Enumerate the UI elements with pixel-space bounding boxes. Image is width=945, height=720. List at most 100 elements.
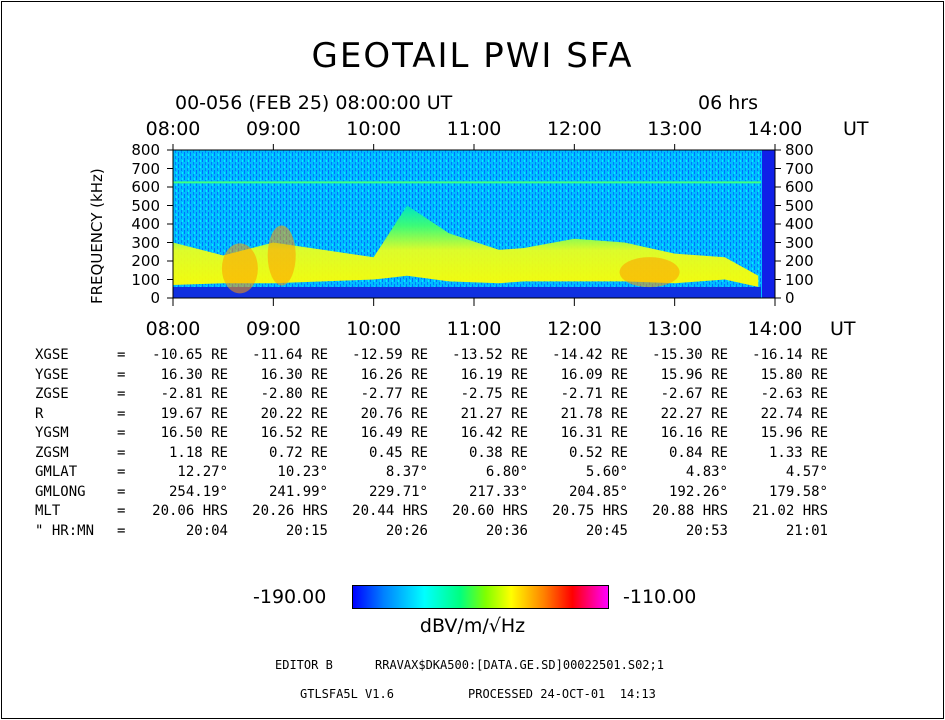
ephemeris-cell: 20:45 [585, 522, 628, 539]
ephemeris-cell: 4.57° [785, 464, 828, 480]
bottom-axis-unit: UT [830, 318, 856, 340]
ephemeris-cell: 16.52 RE [260, 425, 328, 441]
ephemeris-row-label: R [35, 405, 44, 422]
ephemeris-cell: 20.60 HRS [452, 503, 528, 519]
ephemeris-row-label: GMLAT [35, 464, 78, 480]
ephemeris-cell: 10.23° [277, 464, 328, 480]
ephemeris-cell: 0.72 RE [268, 444, 328, 461]
emission-hotspot [221, 243, 258, 294]
footer-path: RRAVAX$DKA500:[DATA.GE.SD]00022501.S02;1 [375, 658, 664, 672]
ephemeris-cell: 21.78 RE [560, 405, 628, 422]
ephemeris-cell: 0.45 RE [368, 444, 428, 461]
ephemeris-cell: 16.16 RE [660, 425, 728, 441]
ephemeris-cell: -2.63 RE [760, 386, 828, 402]
ephemeris-cell: 15.80 RE [760, 366, 828, 383]
right-frequency-tick-label: 500 [785, 196, 814, 215]
left-frequency-tick-label: 500 [131, 196, 160, 215]
ephemeris-cell: 21:01 [785, 522, 828, 539]
ephemeris-cell: 20.26 HRS [252, 503, 328, 519]
ephemeris-cell: 22.74 RE [760, 405, 828, 422]
right-frequency-tick-label: 200 [785, 252, 814, 270]
ephemeris-cell: 0.52 RE [568, 444, 628, 461]
ephemeris-cell: 229.71° [368, 483, 428, 500]
ephemeris-cell: -12.59 RE [352, 347, 428, 363]
ephemeris-cell: 20:26 [385, 522, 428, 539]
ephemeris-row-label: MLT [35, 503, 61, 519]
ephemeris-row-separator: = [117, 464, 126, 480]
footer-editor: EDITOR B [275, 658, 333, 672]
ephemeris-cell: 1.18 RE [168, 444, 228, 461]
bottom-time-tick-label: 10:00 [346, 318, 402, 340]
bottom-time-tick-label: 14:00 [747, 318, 803, 340]
ephemeris-row-label: GMLONG [35, 483, 86, 500]
ephemeris-cell: 217.33° [468, 483, 528, 500]
ephemeris-cell: 20:36 [485, 522, 528, 539]
ephemeris-cell: 20.44 HRS [352, 503, 428, 519]
emission-band [173, 205, 759, 287]
ephemeris-cell: 204.85° [568, 483, 628, 500]
right-frequency-tick-label: 600 [785, 178, 814, 196]
right-frequency-tick-label: 0 [785, 289, 795, 307]
ephemeris-cell: -16.14 RE [752, 347, 828, 363]
emission-hotspot [267, 225, 296, 286]
ephemeris-cell: 15.96 RE [660, 366, 728, 383]
ephemeris-cell: 16.30 RE [160, 366, 228, 383]
ephemeris-cell: 15.96 RE [760, 425, 828, 441]
ephemeris-cell: -15.30 RE [652, 347, 728, 363]
ephemeris-cell: 4.83° [685, 464, 728, 480]
top-time-tick-label: 13:00 [647, 118, 703, 140]
ephemeris-cell: -2.71 RE [560, 386, 628, 402]
ephemeris-cell: 16.42 RE [460, 425, 528, 441]
ephemeris-cell: 20.06 HRS [152, 503, 228, 519]
ephemeris-cell: -10.65 RE [152, 347, 228, 363]
ephemeris-row-separator: = [117, 405, 126, 422]
ephemeris-cell: 16.26 RE [360, 366, 428, 383]
ephemeris-row-separator: = [117, 503, 126, 519]
left-frequency-tick-label: 600 [131, 178, 160, 196]
ephemeris-row-separator: = [117, 386, 126, 402]
right-frequency-tick-label: 300 [785, 233, 814, 252]
bottom-time-tick-label: 11:00 [446, 318, 502, 340]
ephemeris-row-separator: = [117, 347, 126, 363]
ephemeris-cell: 192.26° [668, 483, 728, 500]
ephemeris-cell: 16.19 RE [460, 366, 528, 383]
ephemeris-cell: -14.42 RE [552, 347, 628, 363]
frequency-axis-label: FREQUENCY (kHz) [88, 168, 106, 304]
ephemeris-cell: 16.50 RE [160, 425, 228, 441]
ephemeris-row-separator: = [117, 483, 126, 500]
ephemeris-cell: -2.77 RE [360, 386, 428, 402]
colorbar [352, 585, 609, 609]
left-frequency-tick-label: 800 [131, 141, 160, 159]
colorbar-unit: dBV/m/√Hz [419, 615, 526, 637]
ephemeris-cell: 5.60° [585, 464, 628, 480]
ephemeris-cell: 20.22 RE [260, 405, 328, 422]
right-frequency-tick-label: 100 [785, 270, 814, 289]
ephemeris-cell: 19.67 RE [160, 405, 228, 422]
ephemeris-row-separator: = [117, 522, 126, 539]
ephemeris-row-separator: = [117, 366, 126, 383]
ephemeris-cell: -13.52 RE [452, 347, 528, 363]
top-axis-unit: UT [843, 118, 869, 140]
ephemeris-cell: 1.33 RE [768, 444, 828, 461]
ephemeris-row-label: " HR:MN [35, 522, 95, 539]
ephemeris-cell: 16.49 RE [360, 425, 428, 441]
ephemeris-row-label: YGSM [35, 425, 69, 441]
emission-hotspot [619, 257, 680, 288]
ephemeris-cell: -2.81 RE [160, 386, 228, 402]
footer-processed: PROCESSED 24-OCT-01 14:13 [468, 687, 656, 701]
ephemeris-cell: 6.80° [485, 464, 528, 480]
ephemeris-cell: 21.27 RE [460, 405, 528, 422]
ephemeris-cell: 179.58° [768, 483, 828, 500]
ephemeris-cell: 16.30 RE [260, 366, 328, 383]
ephemeris-cell: 16.09 RE [560, 366, 628, 383]
ephemeris-cell: 8.37° [385, 464, 428, 480]
end-data-stripe [762, 150, 775, 298]
ephemeris-row-label: XGSE [35, 347, 69, 363]
right-frequency-tick-label: 400 [785, 215, 814, 233]
left-frequency-tick-label: 700 [131, 159, 160, 178]
ephemeris-cell: 241.99° [268, 483, 328, 500]
top-time-tick-label: 09:00 [245, 118, 301, 140]
ephemeris-cell: 21.02 HRS [752, 503, 828, 519]
ephemeris-row-label: YGSE [35, 366, 69, 383]
